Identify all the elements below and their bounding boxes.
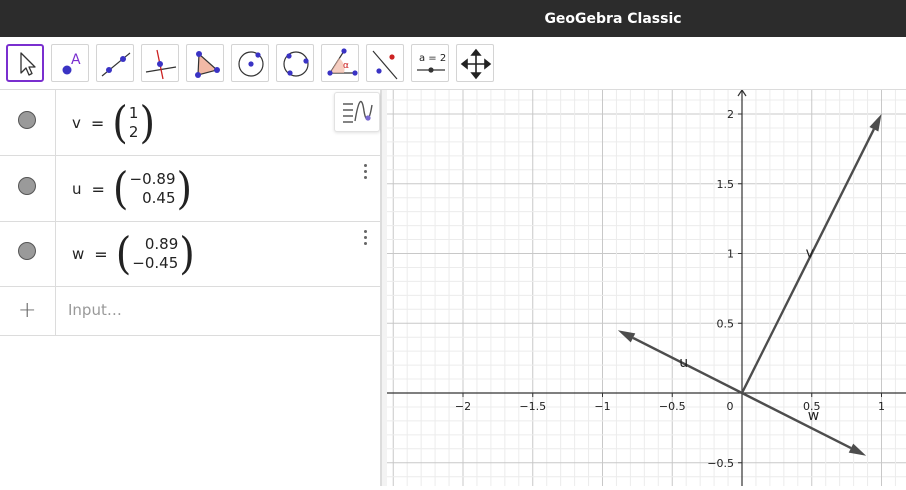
graphics-view[interactable]: −2 −1.5 −1 −0.5 0 0.5 1 2 1.5 1 0.5 −0.5 v u w xyxy=(381,88,906,486)
algebra-row-u[interactable]: u = ( −0.89 0.45 ) xyxy=(0,156,380,222)
x-tick-label: 1 xyxy=(878,400,885,413)
line-icon xyxy=(101,52,131,77)
point-icon: A xyxy=(62,52,81,75)
style-bar-icon xyxy=(343,100,373,123)
vector-label-v: v xyxy=(806,246,814,262)
y-tick-label: −0.5 xyxy=(707,457,734,470)
vector-label-w: w xyxy=(808,408,819,424)
visibility-toggle-u[interactable] xyxy=(18,177,36,195)
point-tool-label: A xyxy=(71,52,81,68)
angle-icon: α xyxy=(327,48,358,76)
algebra-input-row[interactable]: + Input… xyxy=(0,287,380,336)
arrow-cursor-icon xyxy=(20,52,36,76)
x-tick-label: −0.5 xyxy=(659,400,686,413)
y-axis-arrow xyxy=(737,88,747,97)
vector-v-arrowhead xyxy=(869,114,882,132)
move-graphics-view-tool-button[interactable] xyxy=(456,44,494,82)
expression-w[interactable]: w = ( 0.89 −0.45 ) xyxy=(72,228,195,280)
marble-column xyxy=(0,287,56,335)
y-tick-label: 0.5 xyxy=(717,317,735,330)
marble-column xyxy=(0,222,56,286)
expression-v[interactable]: v = ( 1 2 ) xyxy=(72,97,156,149)
circle-three-points-tool-button[interactable] xyxy=(276,44,314,82)
window-titlebar: GeoGebra Classic xyxy=(0,0,906,37)
right-paren: ) xyxy=(179,228,195,280)
x-component: −0.89 xyxy=(129,170,176,188)
equals-sign: = xyxy=(91,179,105,199)
vector-components: 0.89 −0.45 xyxy=(131,235,179,273)
vector-u-arrowhead xyxy=(617,330,636,343)
algebra-style-bar-toggle[interactable] xyxy=(334,92,380,132)
slider-tool-label: a = 2 xyxy=(419,53,446,64)
point-tool-button[interactable]: A xyxy=(51,44,89,82)
y-tick-label: 1 xyxy=(727,248,734,261)
reflect-icon xyxy=(372,50,398,80)
visibility-toggle-w[interactable] xyxy=(18,242,36,260)
x-tick-label: −1.5 xyxy=(519,400,546,413)
toolbar: A α a = 2 xyxy=(0,37,906,90)
y-tick-label: 2 xyxy=(727,108,734,121)
move-arrows-icon xyxy=(460,48,492,80)
circle-center-point-tool-button[interactable] xyxy=(231,44,269,82)
view-divider[interactable] xyxy=(381,90,387,486)
equals-sign: = xyxy=(90,113,105,133)
move-tool-button[interactable] xyxy=(6,44,44,82)
angle-tool-button[interactable]: α xyxy=(321,44,359,82)
add-icon[interactable]: + xyxy=(18,298,37,323)
x-tick-label: 0 xyxy=(727,400,734,413)
vector-components: −0.89 0.45 xyxy=(129,170,177,208)
window-title: GeoGebra Classic xyxy=(544,10,682,27)
circle-three-points-icon xyxy=(283,51,309,77)
line-tool-button[interactable] xyxy=(96,44,134,82)
vector-name: v xyxy=(72,114,81,132)
angle-tool-label: α xyxy=(343,61,349,71)
visibility-toggle-v[interactable] xyxy=(18,111,36,129)
right-paren: ) xyxy=(176,163,193,215)
y-component: 0.45 xyxy=(142,189,176,207)
left-paren: ( xyxy=(112,97,128,149)
vector-components: 1 2 xyxy=(128,104,140,142)
y-tick-label: 1.5 xyxy=(717,178,735,191)
algebra-row-v[interactable]: v = ( 1 2 ) xyxy=(0,90,380,156)
vector-w-arrowhead xyxy=(848,443,867,456)
y-component: 2 xyxy=(128,123,139,141)
perpendicular-line-icon xyxy=(145,49,177,80)
more-options-icon[interactable] xyxy=(364,230,368,248)
left-paren: ( xyxy=(112,163,129,215)
left-paren: ( xyxy=(115,228,132,280)
slider-icon: a = 2 xyxy=(417,53,446,73)
marble-column xyxy=(0,156,56,221)
marble-column xyxy=(0,90,56,155)
x-tick-label: −1 xyxy=(594,400,610,413)
vector-u xyxy=(632,336,743,395)
slider-tool-button[interactable]: a = 2 xyxy=(411,44,449,82)
x-component: 0.89 xyxy=(144,235,179,253)
vector-v xyxy=(740,128,875,394)
vector-name: w xyxy=(72,245,85,263)
right-paren: ) xyxy=(139,97,156,149)
vector-w xyxy=(741,391,852,450)
algebra-input[interactable]: Input… xyxy=(68,301,122,319)
algebra-row-w[interactable]: w = ( 0.89 −0.45 ) xyxy=(0,222,380,287)
y-component: −0.45 xyxy=(132,254,179,272)
polygon-tool-button[interactable] xyxy=(186,44,224,82)
expression-u[interactable]: u = ( −0.89 0.45 ) xyxy=(72,163,193,215)
circle-center-icon xyxy=(238,51,264,77)
perpendicular-line-tool-button[interactable] xyxy=(141,44,179,82)
equals-sign: = xyxy=(94,244,108,264)
more-options-icon[interactable] xyxy=(364,164,368,182)
vector-name: u xyxy=(72,180,82,198)
x-tick-label: 0.5 xyxy=(803,400,821,413)
reflect-tool-button[interactable] xyxy=(366,44,404,82)
x-component: 1 xyxy=(128,104,139,122)
algebra-view: v = ( 1 2 ) u = ( −0.89 0.45 ) w xyxy=(0,90,381,486)
vector-label-u: u xyxy=(679,355,688,371)
polygon-icon xyxy=(195,51,220,78)
graphics-canvas[interactable]: −2 −1.5 −1 −0.5 0 0.5 1 2 1.5 1 0.5 −0.5 v u w xyxy=(381,88,906,486)
x-tick-label: −2 xyxy=(455,400,471,413)
